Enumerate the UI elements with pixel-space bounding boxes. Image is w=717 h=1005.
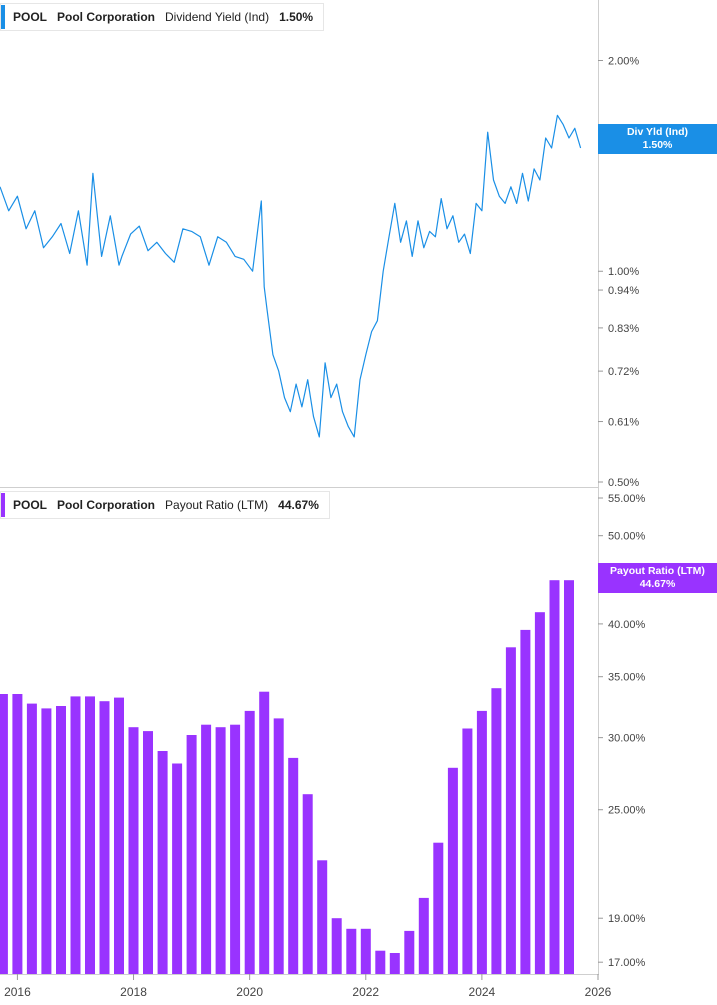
payout-y-axis: 55.00% 50.00% 40.00% 35.00% 30.00% 25.00% 19.0… [598, 493, 646, 969]
payout-bar [201, 724, 212, 974]
x-tick-label: 2026 [585, 985, 612, 999]
payout-bar [128, 727, 139, 974]
yield-legend: POOL Pool Corporation Dividend Yield (In… [0, 3, 325, 31]
payout-badge-value: 44.67% [639, 578, 676, 590]
payout-bar [433, 842, 444, 974]
yield-badge-label: Div Yld (Ind) [626, 126, 689, 138]
payout-tick-label: 55.00% [608, 493, 646, 505]
payout-bar [41, 708, 52, 974]
payout-bar [70, 696, 81, 974]
payout-bar [215, 727, 226, 974]
payout-bar [549, 580, 560, 974]
payout-bar [143, 731, 153, 974]
payout-bar [505, 647, 516, 974]
x-tick-label: 2016 [4, 985, 31, 999]
payout-legend-swatch [1, 493, 5, 517]
payout-tick-label: 50.00% [608, 531, 646, 543]
payout-bar [564, 580, 574, 974]
payout-bar [317, 860, 328, 974]
payout-tick-label: 35.00% [608, 672, 646, 684]
payout-bar [186, 735, 197, 974]
payout-bar [172, 763, 183, 974]
payout-bar [491, 688, 502, 974]
payout-bar [157, 751, 168, 974]
yield-tick-label: 0.83% [608, 323, 639, 335]
payout-bar [114, 697, 124, 974]
x-tick-label: 2020 [236, 985, 263, 999]
yield-legend-metric: Dividend Yield (Ind) [165, 10, 270, 24]
payout-tick-label: 25.00% [608, 805, 646, 817]
payout-tick-label: 19.00% [608, 913, 646, 925]
yield-legend-value: 1.50% [279, 10, 314, 24]
payout-legend-ticker: POOL [13, 498, 48, 512]
yield-legend-company: Pool Corporation [57, 10, 156, 24]
payout-bar [244, 710, 255, 974]
payout-bar [534, 612, 545, 974]
payout-bar [462, 728, 473, 974]
payout-bar [273, 718, 284, 974]
payout-bar [447, 767, 458, 974]
yield-tick-label: 2.00% [608, 55, 639, 67]
yield-tick-label: 0.61% [608, 417, 639, 429]
payout-bar [520, 629, 531, 974]
yield-tick-label: 0.94% [608, 285, 639, 297]
yield-y-axis: 2.00% 1.00% 0.94% 0.83% 0.72% 0.61% 0.50% [598, 55, 639, 489]
payout-bar [389, 953, 400, 974]
yield-tick-label: 0.72% [608, 366, 639, 378]
payout-bar [259, 691, 270, 974]
payout-bar [476, 710, 487, 974]
x-tick-label: 2018 [120, 985, 147, 999]
yield-legend-swatch [1, 5, 5, 29]
payout-bar [12, 694, 23, 974]
payout-bars-layer [0, 580, 574, 974]
payout-bar [360, 928, 371, 974]
x-tick-label: 2024 [469, 985, 496, 999]
payout-tick-label: 30.00% [608, 733, 646, 745]
payout-value-badge: Payout Ratio (LTM) 44.67% [598, 563, 717, 593]
payout-bar [288, 757, 299, 974]
payout-legend-company: Pool Corporation [57, 498, 156, 512]
payout-bar [230, 724, 241, 974]
x-tick-label: 2022 [352, 985, 379, 999]
payout-bar [375, 950, 386, 974]
payout-bar [418, 897, 429, 974]
payout-bar [26, 703, 37, 974]
yield-legend-ticker: POOL [13, 10, 48, 24]
payout-legend-value: 44.67% [278, 498, 319, 512]
yield-line-layer [0, 114, 582, 438]
payout-legend: POOL Pool Corporation Payout Ratio (LTM)… [0, 491, 330, 519]
payout-bar [0, 694, 8, 974]
yield-tick-label: 1.00% [608, 266, 639, 278]
payout-bar [99, 701, 110, 974]
yield-badge-value: 1.50% [642, 139, 673, 151]
payout-bar [56, 706, 66, 974]
payout-tick-label: 40.00% [608, 619, 646, 631]
payout-bar [346, 928, 357, 974]
yield-value-badge: Div Yld (Ind) 1.50% [598, 124, 717, 154]
payout-bar [404, 930, 415, 974]
payout-tick-label: 17.00% [608, 957, 646, 969]
x-axis: 2016 2018 2020 2022 2024 2026 [4, 974, 612, 999]
yield-tick-label: 0.50% [608, 477, 639, 489]
payout-bar [85, 696, 95, 974]
payout-bar [302, 794, 313, 974]
payout-legend-metric: Payout Ratio (LTM) [165, 498, 269, 512]
payout-badge-label: Payout Ratio (LTM) [610, 565, 705, 577]
dividend-yield-line [0, 114, 582, 438]
payout-bar [331, 918, 342, 974]
